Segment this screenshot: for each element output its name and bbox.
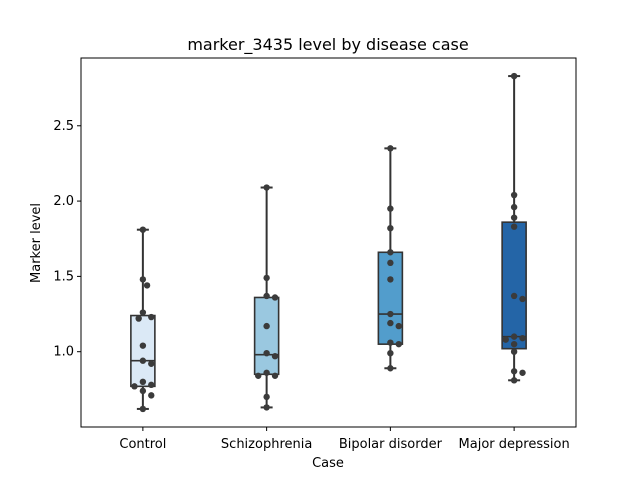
data-point <box>387 339 394 346</box>
y-tick-label: 1.5 <box>53 269 74 284</box>
data-point <box>139 309 147 316</box>
data-point <box>510 377 518 384</box>
y-axis-label: Marker level <box>29 203 44 283</box>
data-point <box>387 145 394 152</box>
data-point <box>510 191 518 199</box>
data-point <box>510 348 518 355</box>
swarm-group <box>255 184 279 411</box>
data-point <box>510 368 518 375</box>
data-point <box>510 72 518 80</box>
data-point <box>271 372 279 379</box>
data-point <box>387 205 394 212</box>
swarm-group <box>387 145 402 372</box>
data-point <box>510 203 518 211</box>
data-point <box>263 404 270 411</box>
data-point <box>502 336 509 343</box>
chart-title: marker_3435 level by disease case <box>187 35 468 55</box>
data-point <box>387 365 394 372</box>
box-group <box>501 75 527 382</box>
data-point <box>263 393 270 401</box>
data-point <box>510 223 518 230</box>
data-point <box>148 313 155 321</box>
data-point <box>139 405 147 413</box>
data-point <box>387 276 394 283</box>
box-iqr <box>253 296 280 376</box>
data-point <box>510 214 518 221</box>
data-point <box>519 369 526 376</box>
data-point <box>387 259 394 267</box>
data-point <box>387 224 394 232</box>
data-point <box>271 294 279 301</box>
swarm-group <box>131 226 155 413</box>
data-point <box>519 334 526 342</box>
data-point <box>395 322 402 330</box>
data-point <box>387 350 394 357</box>
plot-frame <box>80 57 577 428</box>
box-iqr <box>130 314 156 388</box>
data-point <box>139 226 147 233</box>
data-point <box>510 340 518 348</box>
data-point <box>510 292 518 300</box>
swarm-group <box>502 72 526 384</box>
data-point <box>263 369 270 376</box>
data-point <box>263 292 270 300</box>
data-point <box>139 342 147 349</box>
x-tick-label: Schizophrenia <box>221 437 312 452</box>
data-point <box>510 333 518 340</box>
data-point <box>139 357 147 364</box>
data-point <box>148 392 155 399</box>
y-tick-label: 1.0 <box>53 345 74 360</box>
box-iqr <box>377 251 404 345</box>
data-point <box>271 353 279 360</box>
data-point <box>139 378 147 386</box>
data-point <box>148 360 155 367</box>
plot-area: 1.0 1.5 2.0 2.5 Control Schizophrenia Bipolar … <box>53 57 577 452</box>
data-point <box>395 340 402 348</box>
data-point <box>263 322 270 330</box>
data-point <box>263 184 270 191</box>
data-point <box>387 249 394 256</box>
x-tick-label: Control <box>119 437 166 452</box>
data-point <box>135 315 142 322</box>
x-axis-label: Case <box>312 456 344 471</box>
x-tick-label: Major depression <box>459 437 570 452</box>
y-tick-label: 2.5 <box>53 119 74 134</box>
data-point <box>139 276 147 283</box>
data-point <box>255 372 262 379</box>
data-point <box>519 295 526 303</box>
y-tick-label: 2.0 <box>53 194 74 209</box>
data-point <box>263 274 270 282</box>
data-point <box>263 350 270 357</box>
data-point <box>139 387 147 395</box>
data-point <box>131 383 138 390</box>
x-tick-label: Bipolar disorder <box>339 437 443 452</box>
data-point <box>387 310 394 318</box>
box-iqr <box>501 221 527 350</box>
data-point <box>148 381 155 389</box>
data-point <box>387 319 394 327</box>
data-point <box>143 282 151 289</box>
